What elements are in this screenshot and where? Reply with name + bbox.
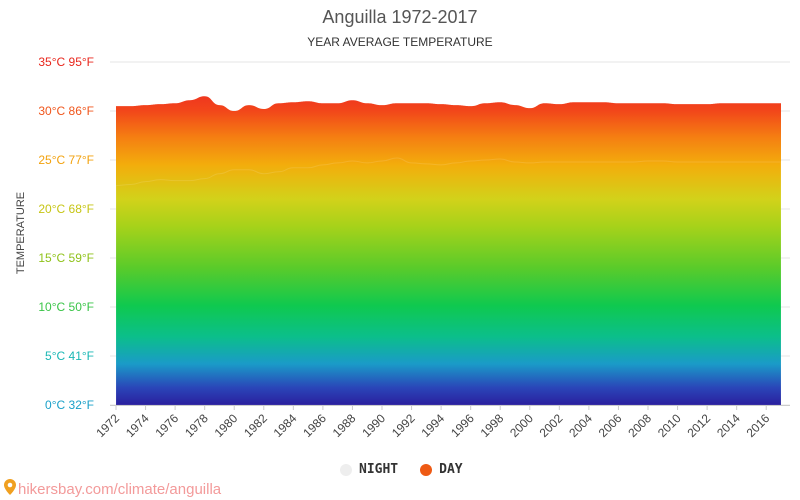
x-tick-label: 1998 — [478, 411, 507, 440]
night-area — [115, 157, 782, 406]
x-tick-label: 2006 — [596, 411, 625, 440]
legend-item-night[interactable]: NIGHT — [340, 462, 398, 477]
x-tick-label: 1984 — [271, 411, 300, 440]
y-tick-label: 10°C 50°F — [38, 300, 94, 314]
x-tick-label: 2004 — [566, 411, 595, 440]
y-tick-label: 0°C 32°F — [45, 398, 94, 412]
x-tick-label: 2002 — [537, 411, 566, 440]
chart-legend: NIGHT DAY — [340, 462, 485, 477]
x-tick-label: 1972 — [93, 411, 122, 440]
x-tick-label: 1996 — [448, 411, 477, 440]
x-tick-label: 1974 — [123, 411, 152, 440]
x-tick-label: 1988 — [330, 411, 359, 440]
legend-day-swatch — [420, 463, 433, 476]
chart-title: Anguilla 1972-2017 — [322, 7, 478, 27]
legend-item-day[interactable]: DAY — [420, 462, 463, 477]
x-tick-label: 1980 — [212, 411, 241, 440]
legend-day-label: DAY — [439, 462, 463, 477]
x-tick-label: 1986 — [300, 411, 329, 440]
legend-night-label: NIGHT — [359, 462, 399, 477]
y-tick-label: 5°C 41°F — [45, 349, 94, 363]
x-tick-label: 1978 — [182, 411, 211, 440]
y-tick-label: 15°C 59°F — [38, 251, 94, 265]
x-tick-label: 2016 — [744, 411, 773, 440]
x-tick-label: 2008 — [625, 411, 654, 440]
x-tick-label: 2014 — [714, 411, 743, 440]
x-tick-label: 1976 — [152, 411, 181, 440]
x-tick-label: 2000 — [507, 411, 536, 440]
y-tick-label: 25°C 77°F — [38, 153, 94, 167]
y-tick-label: 35°C 95°F — [38, 55, 94, 69]
legend-night-swatch — [340, 463, 352, 476]
x-tick-label: 2012 — [684, 411, 713, 440]
location-pin-icon — [4, 479, 16, 499]
chart-subtitle: YEAR AVERAGE TEMPERATURE — [307, 35, 493, 49]
x-tick-label: 1990 — [359, 411, 388, 440]
y-axis-label: TEMPERATURE — [15, 192, 27, 274]
x-tick-label: 1992 — [389, 411, 418, 440]
source-text: hikersbay.com/climate/anguilla — [18, 480, 222, 498]
x-tick-label: 1982 — [241, 411, 270, 440]
x-tick-label: 1994 — [418, 411, 447, 440]
y-tick-label: 30°C 86°F — [38, 104, 94, 118]
y-tick-label: 20°C 68°F — [38, 202, 94, 216]
x-tick-label: 2010 — [655, 411, 684, 440]
source-link[interactable]: hikersbay.com/climate/anguilla — [4, 479, 221, 499]
